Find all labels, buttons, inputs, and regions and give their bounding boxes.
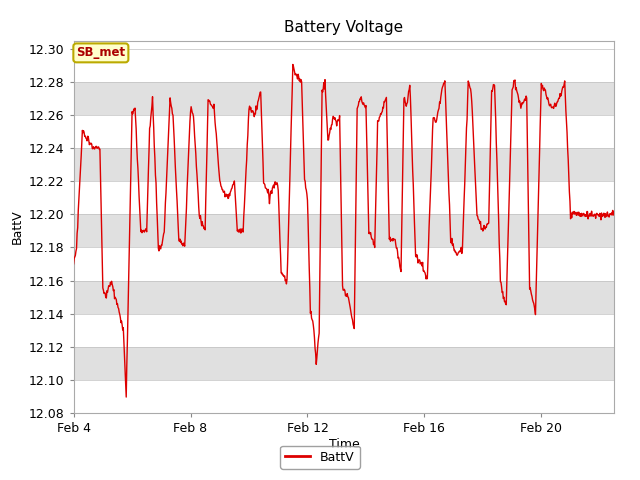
Text: SB_met: SB_met	[76, 47, 125, 60]
Bar	[74, 313, 614, 347]
Bar	[74, 248, 614, 280]
Bar	[74, 148, 614, 181]
Bar	[74, 82, 614, 115]
Bar	[74, 49, 614, 82]
Bar	[74, 115, 614, 148]
X-axis label: Time: Time	[328, 438, 360, 451]
Legend: BattV: BattV	[280, 446, 360, 469]
Title: Battery Voltage: Battery Voltage	[284, 21, 404, 36]
Bar	[74, 181, 614, 215]
Bar	[74, 280, 614, 313]
Bar	[74, 215, 614, 248]
Bar	[74, 380, 614, 413]
Y-axis label: BattV: BattV	[10, 209, 23, 244]
Bar	[74, 347, 614, 380]
